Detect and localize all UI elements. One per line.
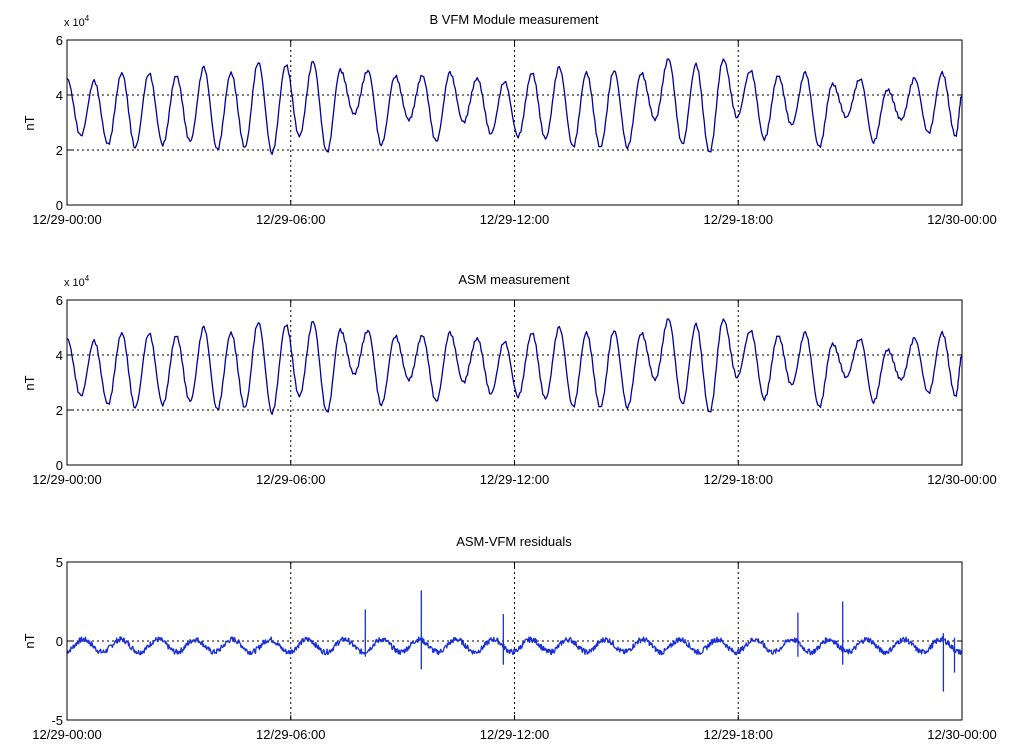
- panel-asm-title: ASM measurement: [458, 272, 570, 287]
- panel-residuals-ylabel: nT: [22, 633, 37, 648]
- panel-asm-exponent-power: 4: [85, 274, 90, 283]
- panel-asm: ASM measurement x 104 nT 12/29-00:00 12/2…: [22, 272, 997, 487]
- panel-vfm-title: B VFM Module measurement: [429, 12, 598, 27]
- panel-asm-xtick-label-2: 12/29-12:00: [480, 472, 549, 487]
- panel-residuals-ytick-label-1: 0: [56, 634, 63, 649]
- panel-vfm-xtick-label-1: 12/29-06:00: [256, 212, 325, 227]
- panel-vfm-ylabel: nT: [22, 115, 37, 130]
- panel-asm-ytick-label-1: 2: [56, 403, 63, 418]
- panel-vfm-module: B VFM Module measurement x 104 nT 12/29-…: [22, 12, 997, 227]
- panel-asm-xtick-label-3: 12/29-18:00: [704, 472, 773, 487]
- panel-residuals-frame: [66, 561, 963, 721]
- panel-asm-exponent: x 104: [64, 274, 90, 289]
- panel-vfm-xtick-label-2: 12/29-12:00: [480, 212, 549, 227]
- panel-asm-ticks: 12/29-00:00 12/29-06:00 12/29-12:00 12/29-1…: [32, 293, 996, 487]
- panel-asm-ytick-label-0: 0: [56, 458, 63, 473]
- panel-vfm-grid: [67, 40, 962, 205]
- panel-asm-ytick-label-2: 4: [56, 348, 63, 363]
- panel-residuals-series-line: [66, 590, 963, 692]
- panel-vfm-ytick-label-1: 2: [56, 143, 63, 158]
- panel-residuals-ytick-label-2: 5: [56, 555, 63, 570]
- panel-vfm-ticks: 12/29-00:00 12/29-06:00 12/29-12:00 12/29-1…: [32, 33, 996, 227]
- panel-asm-xtick-label-0: 12/29-00:00: [32, 472, 101, 487]
- panel-vfm-xtick-label-3: 12/29-18:00: [704, 212, 773, 227]
- panel-asm-frame: [66, 299, 963, 466]
- panel-asm-xtick-label-1: 12/29-06:00: [256, 472, 325, 487]
- panel-asm-ytick-label-3: 6: [56, 293, 63, 308]
- panel-residuals-xtick-label-0: 12/29-00:00: [32, 727, 101, 742]
- panel-residuals-xtick-label-3: 12/29-18:00: [704, 727, 773, 742]
- panel-vfm-xtick-label-0: 12/29-00:00: [32, 212, 101, 227]
- panel-asm-grid: [67, 300, 962, 465]
- panel-vfm-ytick-label-0: 0: [56, 198, 63, 213]
- panel-asm-ylabel: nT: [22, 375, 37, 390]
- panel-vfm-exponent-base: x 10: [64, 17, 85, 29]
- panel-vfm-frame: [66, 39, 963, 206]
- panel-residuals-grid: [67, 562, 962, 720]
- panel-vfm-ytick-label-2: 4: [56, 88, 63, 103]
- panel-asm-series-line: [66, 318, 963, 416]
- panel-residuals-title: ASM-VFM residuals: [456, 534, 572, 549]
- panel-residuals-xtick-label-4: 12/30-00:00: [927, 727, 996, 742]
- panel-vfm-xtick-label-4: 12/30-00:00: [927, 212, 996, 227]
- panel-residuals-ytick-label-0: -5: [51, 713, 63, 728]
- panel-vfm-ytick-label-3: 6: [56, 33, 63, 48]
- panel-residuals-xtick-label-1: 12/29-06:00: [256, 727, 325, 742]
- panel-residuals: ASM-VFM residuals nT 12/29-00:00 12/29-06…: [22, 534, 997, 742]
- panel-vfm-series-line: [66, 58, 963, 156]
- panel-vfm-exponent: x 104: [64, 14, 90, 29]
- panel-asm-exponent-base: x 10: [64, 277, 85, 289]
- panel-asm-xtick-label-4: 12/30-00:00: [927, 472, 996, 487]
- panel-vfm-exponent-power: 4: [85, 14, 90, 23]
- panel-residuals-ticks: 12/29-00:00 12/29-06:00 12/29-12:00 12/29-1…: [32, 555, 996, 742]
- panel-residuals-xtick-label-2: 12/29-12:00: [480, 727, 549, 742]
